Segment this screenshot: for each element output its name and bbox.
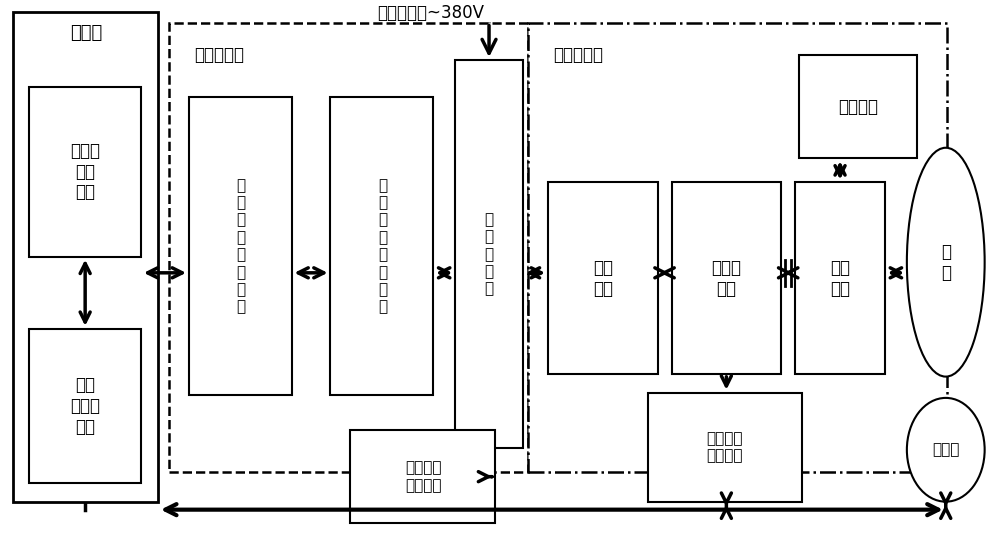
Text: 电
机: 电 机 [941,243,951,281]
Text: 圆光栅: 圆光栅 [932,442,959,457]
Bar [29,87,141,257]
Text: 大功率
斩波: 大功率 斩波 [711,259,741,297]
Text: 显示与
操作
面板: 显示与 操作 面板 [70,142,100,202]
Text: 程
控
调
压
执
行
机
构: 程 控 调 压 执 行 机 构 [378,178,387,315]
Ellipse shape [907,398,985,502]
Bar [672,182,781,374]
Text: 整流
滤波: 整流 滤波 [593,259,613,297]
Bar [795,182,885,374]
Text: 控制柜: 控制柜 [70,24,102,42]
Text: 能耗制动: 能耗制动 [838,98,878,116]
Text: 程
控
调
压
控
制
电
路: 程 控 调 压 控 制 电 路 [236,178,245,315]
Bar [648,393,802,502]
Ellipse shape [907,148,985,377]
Bar [455,60,523,448]
Text: 平波
电抗: 平波 电抗 [830,259,850,297]
Bar [13,12,158,502]
Bar [350,430,495,523]
Text: 三相供电、~380V: 三相供电、~380V [377,4,484,22]
Bar [330,97,433,395]
Text: 测控
计算机
系统: 测控 计算机 系统 [70,376,100,435]
Bar [548,182,658,374]
Text: 交流参数
测量电路: 交流参数 测量电路 [405,461,441,493]
Bar [29,328,141,483]
Text: 程控调压柜: 程控调压柜 [194,45,244,64]
Bar [528,22,947,472]
Text: 三
相
调
压
器: 三 相 调 压 器 [484,212,494,296]
Bar [189,97,292,395]
Text: 整流斩波柜: 整流斩波柜 [553,45,603,64]
Bar [799,55,917,158]
Bar [169,22,528,472]
Text: 直流参数
测量电路: 直流参数 测量电路 [706,431,743,464]
